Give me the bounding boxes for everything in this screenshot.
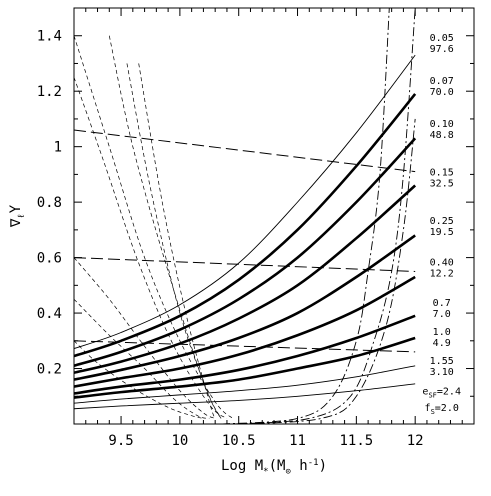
- ticks-layer: 9.5 10 10.5 11 11.5 12 0.2 0.4 0.6 0.8 1 1.2 1.4: [37, 7, 474, 449]
- curve-label: 48.8: [430, 130, 454, 141]
- series-thick-6: [74, 314, 416, 395]
- curve-label: fS=2.0: [425, 403, 459, 416]
- curve-label: eSF=2.4: [422, 387, 461, 400]
- series-thin-8: [74, 365, 416, 404]
- x-axis-title: Log M*(M⊙ h-1): [221, 458, 327, 477]
- series-short-dash-13: [74, 35, 234, 419]
- curve-label: 0.25: [430, 216, 454, 227]
- series-dash-dot-22: [232, 8, 416, 424]
- series-thick-5: [74, 275, 416, 388]
- x-tick-label: 11.5: [339, 433, 373, 449]
- y-tick-label: 0.4: [37, 306, 62, 322]
- series-short-dash-18: [74, 257, 216, 419]
- series-thick-4: [74, 234, 416, 381]
- series-dash-dot-21: [221, 8, 390, 424]
- x-tick-label: 10.5: [222, 433, 256, 449]
- curve-label: 32.5: [430, 179, 454, 190]
- curve-label: 12.2: [430, 269, 454, 280]
- curve-label: 70.0: [430, 87, 454, 98]
- series-thick-2: [74, 137, 417, 368]
- curve-label: 97.6: [430, 44, 454, 55]
- curve-label: 4.9: [433, 338, 451, 349]
- y-tick-label: 0.8: [37, 195, 62, 211]
- x-tick-label: 10: [171, 433, 188, 449]
- series-long-dash-12: [74, 340, 416, 353]
- curve-label: 3.10: [430, 367, 454, 378]
- series-thick-3: [74, 184, 417, 374]
- series-short-dash-17: [138, 63, 216, 419]
- curve-label: 1.55: [430, 356, 454, 367]
- curve-label: 0.40: [430, 258, 454, 269]
- curve-label: 0.05: [430, 33, 454, 44]
- curve-label: 0.07: [430, 76, 454, 87]
- series-thick-7: [74, 336, 416, 399]
- series-short-dash-14: [74, 77, 228, 419]
- series-long-dash-11: [74, 257, 416, 272]
- series-long-dash-10: [74, 129, 416, 173]
- y-axis-title: ∇ℓΥ: [8, 204, 27, 228]
- curve-label: 19.5: [430, 227, 454, 238]
- curve-label: 7.0: [433, 309, 451, 320]
- series-thin-9: [74, 383, 416, 410]
- series-short-dash-19: [74, 298, 210, 419]
- curves-layer: [74, 8, 417, 424]
- x-tick-label: 9.5: [108, 433, 133, 449]
- series-dash-dot-23: [238, 118, 416, 424]
- curve-label: 0.15: [430, 167, 454, 178]
- x-tick-label: 11: [289, 433, 306, 449]
- curve-label: 0.10: [430, 119, 454, 130]
- series-thick-1: [74, 93, 417, 358]
- x-tick-label: 12: [407, 433, 424, 449]
- y-tick-label: 1.4: [37, 29, 62, 45]
- y-tick-label: 1: [54, 140, 62, 156]
- y-tick-label: 1.2: [37, 84, 62, 100]
- series-short-dash-20: [74, 340, 204, 419]
- curve-label: 0.7: [433, 298, 451, 309]
- series-short-dash-16: [126, 63, 222, 419]
- y-tick-label: 0.6: [37, 251, 62, 267]
- y-tick-label: 0.2: [37, 362, 62, 378]
- curve-label: 1.0: [433, 327, 451, 338]
- series-thin-0: [74, 54, 416, 349]
